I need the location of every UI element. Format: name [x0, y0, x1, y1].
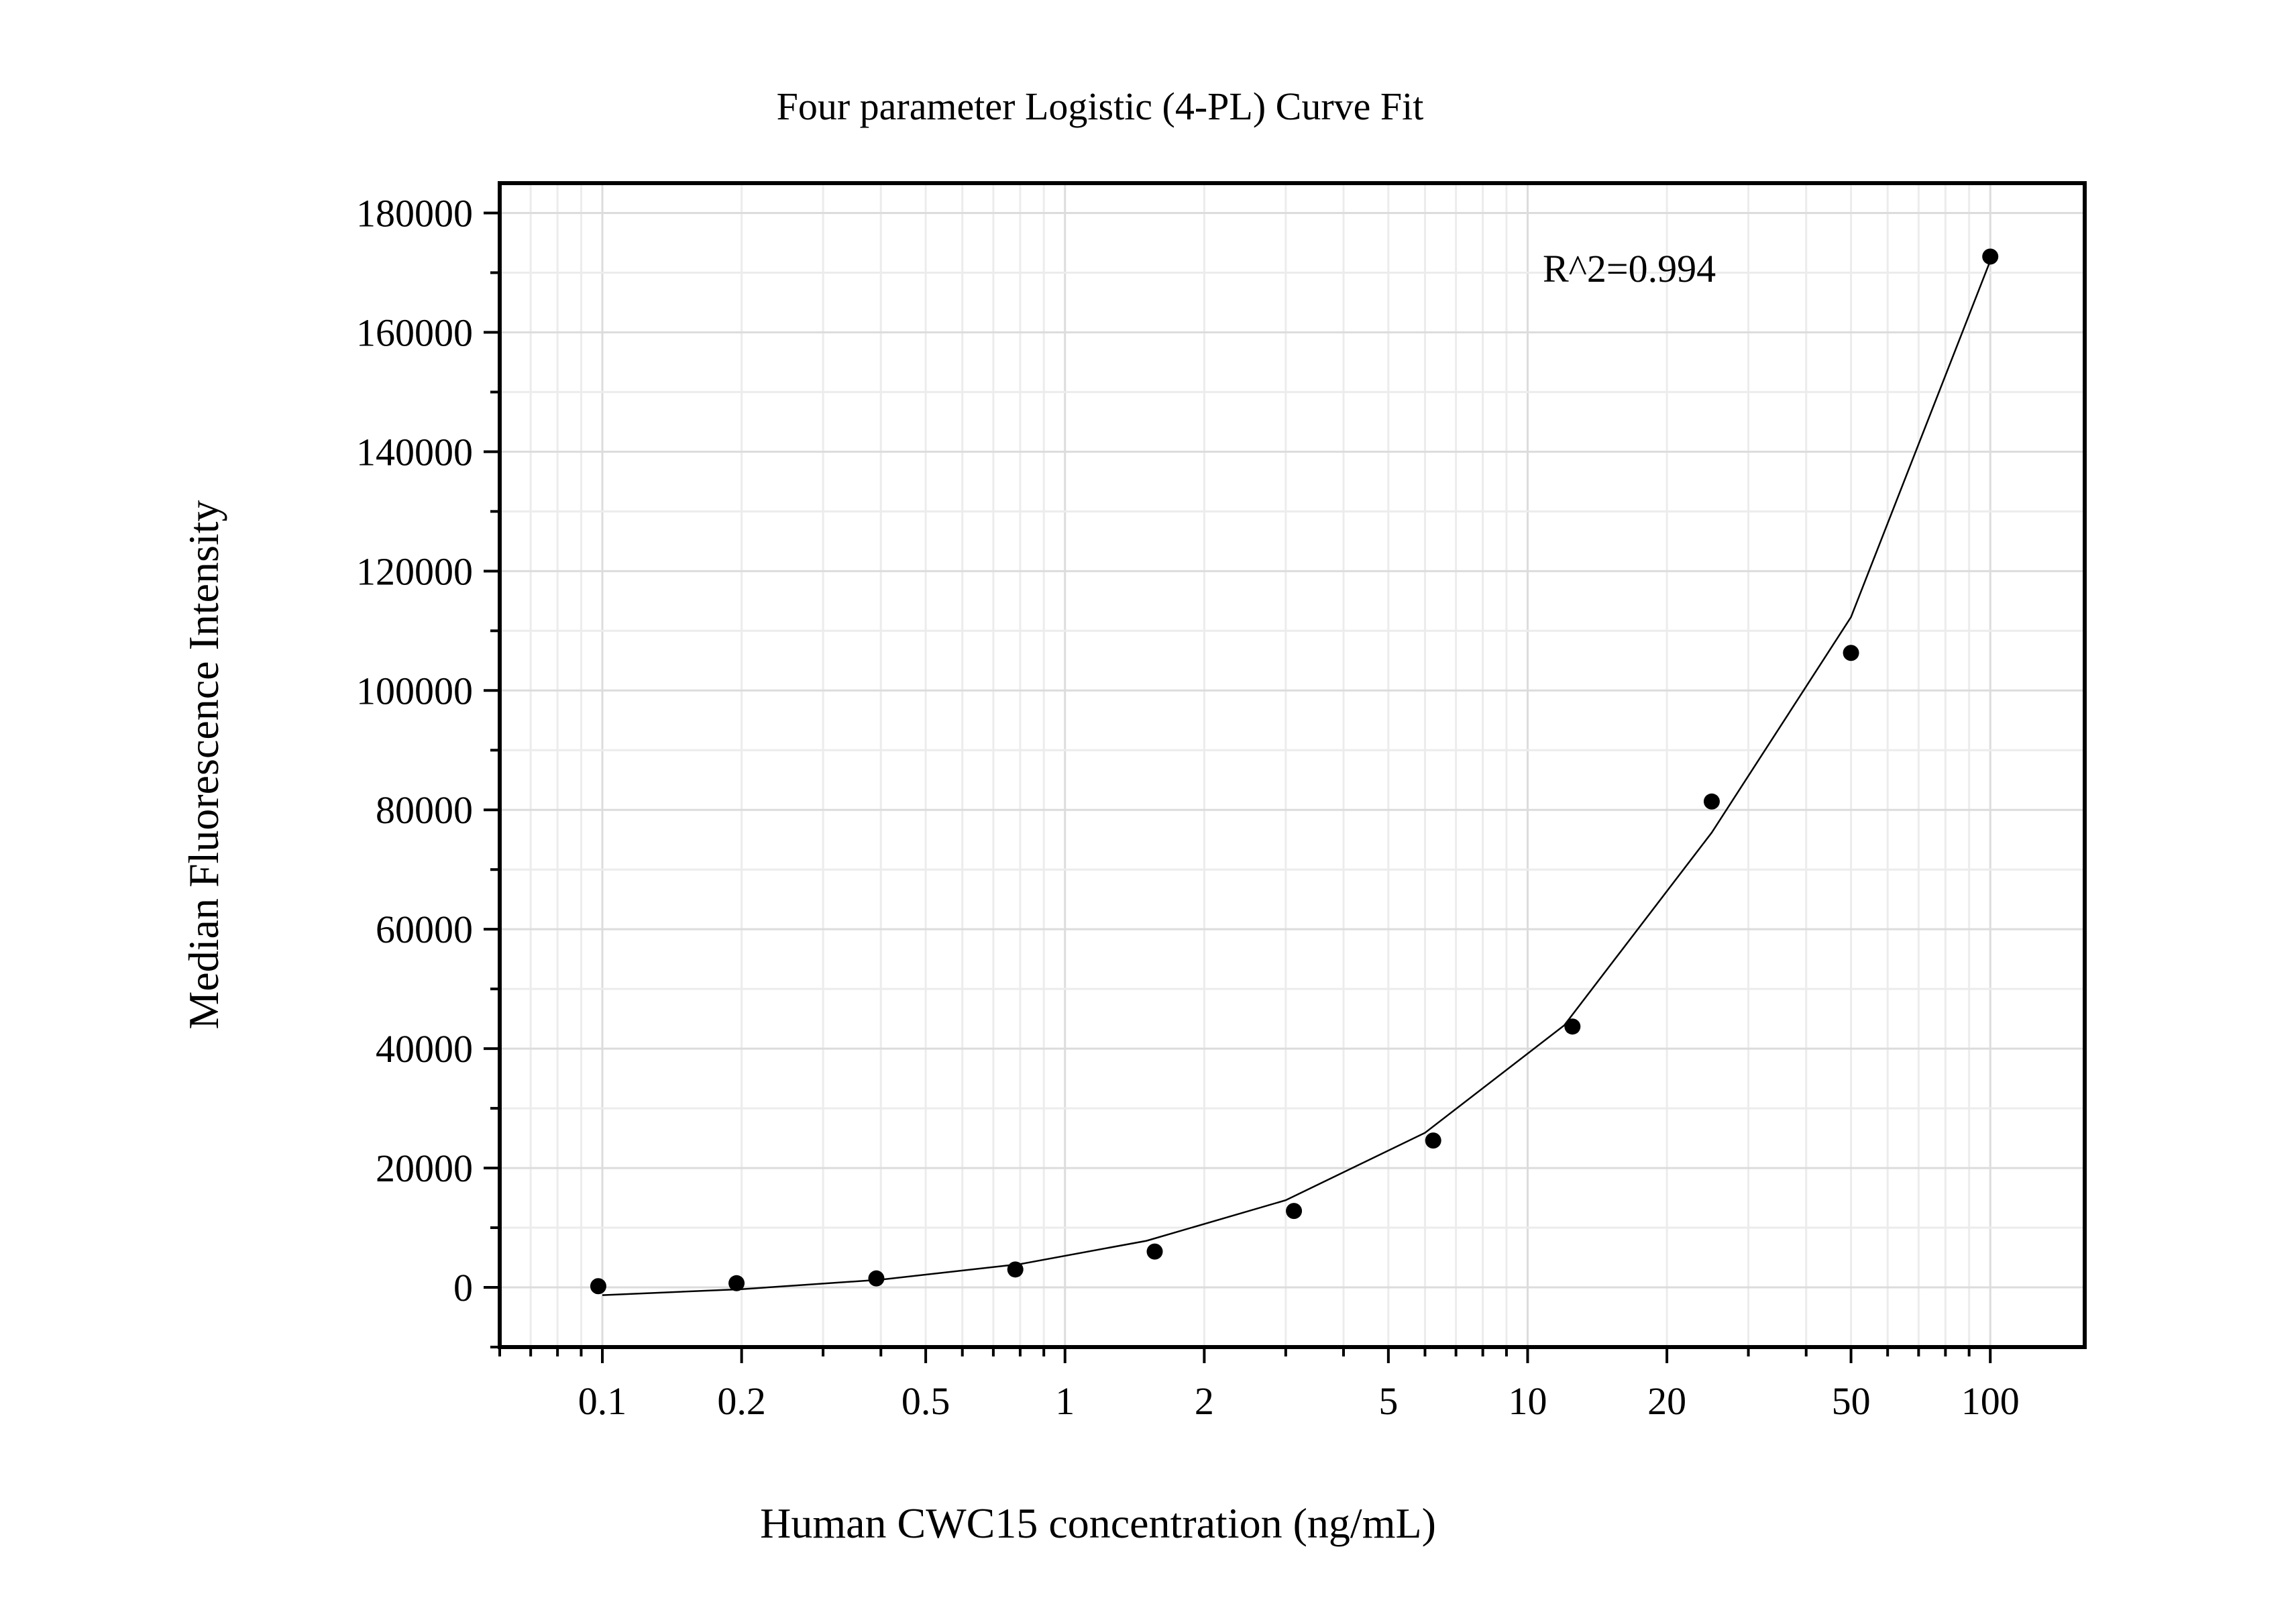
y-tick-label: 20000 [376, 1146, 473, 1190]
y-tick-label: 160000 [356, 311, 473, 354]
data-point [1982, 248, 1999, 265]
y-axis-label: Median Fluorescence Intensity [180, 500, 227, 1029]
x-tick-label: 0.5 [901, 1379, 950, 1423]
y-tick-label: 140000 [356, 430, 473, 474]
y-tick-label: 120000 [356, 549, 473, 593]
data-point [728, 1275, 745, 1291]
data-point [1703, 793, 1720, 810]
data-point [1564, 1018, 1581, 1035]
y-tick-label: 60000 [376, 908, 473, 951]
data-point [1425, 1132, 1441, 1149]
data-point [1146, 1243, 1163, 1260]
x-tick-label: 1 [1055, 1379, 1075, 1423]
data-point [590, 1278, 606, 1295]
data-point [1286, 1203, 1303, 1220]
x-tick-label: 10 [1508, 1379, 1547, 1423]
y-tick-label: 180000 [356, 191, 473, 235]
y-tick-label: 40000 [376, 1027, 473, 1071]
data-point [1007, 1261, 1024, 1278]
x-tick-label: 50 [1832, 1379, 1871, 1423]
y-tick-label: 80000 [376, 788, 473, 832]
x-tick-label: 20 [1647, 1379, 1686, 1423]
data-point [868, 1270, 885, 1287]
axes: 0.1 0.2 0.5 1 2 5 10 20 50 100 0 20000 40000 60000 800… [356, 191, 2020, 1423]
chart-title: Four parameter Logistic (4-PL) Curve Fit [777, 85, 1424, 128]
fit-curve [602, 260, 1991, 1296]
y-tick-label: 100000 [356, 669, 473, 712]
x-tick-label: 0.1 [578, 1379, 627, 1423]
y-tick-label: 0 [453, 1266, 473, 1309]
data-point [1843, 645, 1859, 661]
x-tick-label: 100 [1961, 1379, 2020, 1423]
x-tick-label: 2 [1195, 1379, 1214, 1423]
data-points-layer [590, 248, 1999, 1295]
plot-frame [498, 181, 2087, 1349]
x-axis-label: Human CWC15 concentration (ng/mL) [760, 1499, 1436, 1547]
grid [498, 183, 2085, 1347]
fit-curve-layer [602, 260, 1991, 1296]
x-tick-label: 0.2 [717, 1379, 766, 1423]
r-squared-annotation: R^2=0.994 [1543, 247, 1716, 290]
x-tick-label: 5 [1378, 1379, 1398, 1423]
